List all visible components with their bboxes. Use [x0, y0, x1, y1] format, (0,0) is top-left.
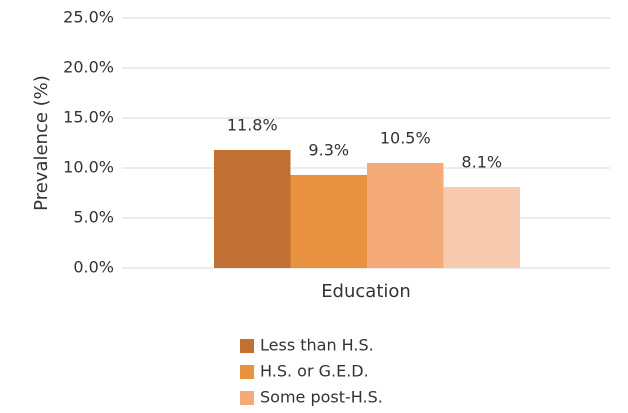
legend-swatch	[240, 339, 254, 353]
value-label: 9.3%	[308, 141, 349, 160]
legend-swatch	[240, 365, 254, 379]
y-tick-label: 10.0%	[63, 158, 114, 177]
value-label: 11.8%	[227, 116, 278, 135]
y-axis-label: Prevalence (%)	[31, 75, 52, 211]
value-label: 8.1%	[461, 153, 502, 172]
y-tick-label: 5.0%	[73, 208, 114, 227]
legend-label: Some post-H.S.	[260, 388, 383, 407]
legend-swatch	[240, 391, 254, 405]
bar	[214, 150, 291, 268]
y-tick-label: 20.0%	[63, 58, 114, 77]
bar	[367, 163, 444, 268]
legend-label: H.S. or G.E.D.	[260, 362, 369, 381]
bar	[443, 187, 520, 268]
value-label: 10.5%	[380, 129, 431, 148]
bar	[290, 175, 367, 268]
y-tick-label: 0.0%	[73, 258, 114, 277]
y-tick-label: 25.0%	[63, 8, 114, 27]
y-tick-label: 15.0%	[63, 108, 114, 127]
legend-label: Less than H.S.	[260, 336, 374, 355]
x-tick-label: Education	[321, 281, 411, 302]
